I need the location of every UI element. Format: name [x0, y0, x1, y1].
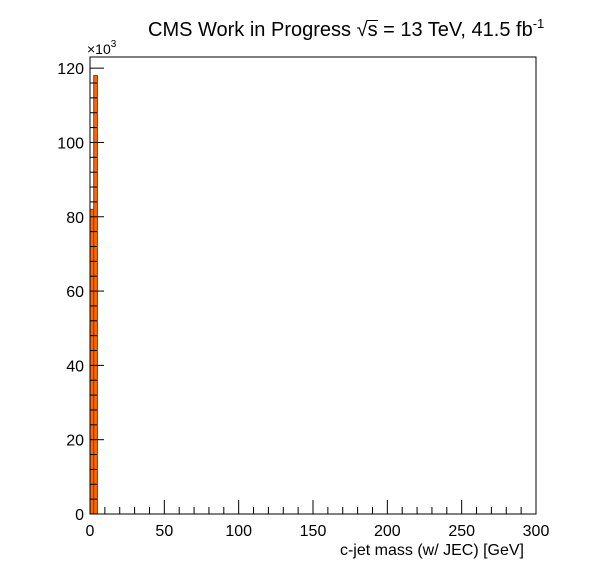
x-tick-label: 200 — [374, 523, 401, 540]
y-tick-label: 20 — [66, 433, 84, 450]
y-multiplier-exponent: 3 — [111, 39, 117, 50]
y-tick-label: 80 — [66, 210, 84, 227]
y-tick-label: 0 — [75, 507, 84, 524]
y-multiplier-label: ×103 — [87, 39, 117, 57]
histogram-bars — [89, 75, 98, 515]
x-tick-label: 0 — [86, 523, 95, 540]
title-superscript: -1 — [532, 16, 545, 31]
y-axis: 0 20 40 60 80 100 120 — [57, 61, 104, 524]
x-axis: 0 50 100 150 200 250 300 — [86, 500, 550, 540]
sqrt-s: √s — [357, 19, 378, 41]
histogram-bar-1 — [93, 75, 98, 515]
title-rest: = 13 TeV, 41.5 fb — [377, 19, 533, 41]
y-tick-label: 100 — [57, 135, 84, 152]
x-tick-label: 100 — [225, 523, 252, 540]
x-tick-label: 250 — [448, 523, 475, 540]
x-axis-label: c-jet mass (w/ JEC) [GeV] — [340, 542, 524, 559]
title-prefix: CMS Work in Progress — [148, 19, 352, 41]
y-tick-label: 60 — [66, 284, 84, 301]
y-tick-label: 40 — [66, 358, 84, 375]
chart-title: CMS Work in Progress √s = 13 TeV, 41.5 f… — [148, 16, 544, 42]
sqrt-var: s — [367, 19, 378, 41]
histogram-bar-0 — [89, 208, 95, 515]
x-tick-label: 150 — [300, 523, 327, 540]
y-tick-label: 120 — [57, 61, 84, 78]
y-multiplier-base: ×10 — [87, 41, 111, 57]
x-tick-label: 300 — [523, 523, 550, 540]
plot-frame — [89, 56, 537, 515]
x-tick-label: 50 — [155, 523, 173, 540]
sqrt-symbol: √ — [356, 19, 368, 41]
